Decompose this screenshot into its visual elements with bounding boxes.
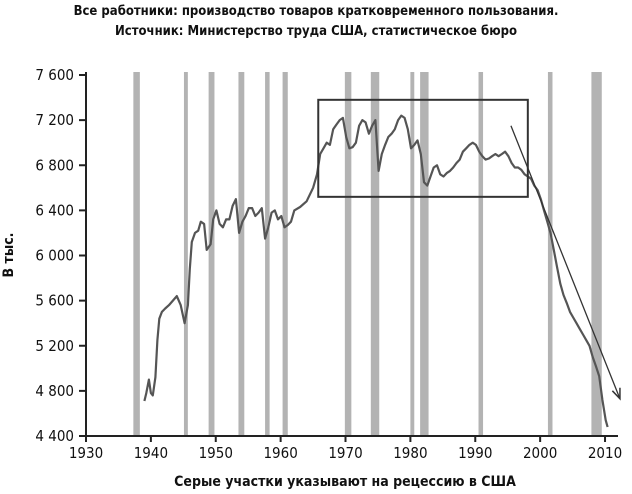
y-tick-label: 4 800 [35, 382, 74, 400]
y-tick-label: 5 600 [35, 292, 74, 310]
series-layer [143, 114, 609, 428]
recession-band [133, 72, 140, 436]
recession-band [370, 72, 380, 436]
recession-band [183, 72, 188, 436]
recession-band [238, 72, 245, 436]
x-axis-label: Серые участки указывают на рецессию в СШ… [174, 474, 516, 490]
trend-arrow-head [611, 387, 621, 401]
y-axis-label: В тыс. [1, 233, 17, 278]
chart-title: Все работники: производство товаров крат… [73, 4, 559, 19]
y-tick-label: 4 400 [35, 427, 74, 445]
x-tick-label: 1950 [199, 444, 233, 462]
x-tick-label: 1990 [458, 444, 492, 462]
y-tick-label: 6 400 [35, 201, 74, 219]
recession-band [410, 72, 415, 436]
highlight-box [317, 98, 529, 198]
recession-band [591, 72, 602, 436]
recession-band [265, 72, 270, 436]
x-tick-label: 1940 [134, 444, 168, 462]
trend-arrow [510, 125, 621, 400]
y-tick-label: 6 000 [35, 247, 74, 265]
x-tick-label: 1960 [263, 444, 297, 462]
chart-subtitle: Источник: Министерство труда США, статис… [115, 24, 517, 39]
recession-band [344, 72, 352, 436]
recession-band [208, 72, 215, 436]
x-tick-label: 1930 [69, 444, 103, 462]
y-tick-label: 6 800 [35, 156, 74, 174]
tick-labels: 4 400 4 800 5 200 5 600 6 000 6 400 6 800 7 200… [35, 66, 622, 462]
x-tick-label: 2010 [588, 444, 622, 462]
y-tick-label: 5 200 [35, 337, 74, 355]
recession-band [547, 72, 553, 436]
recession-band [478, 72, 484, 436]
x-tick-label: 2000 [523, 444, 557, 462]
x-tick-label: 1980 [393, 444, 427, 462]
recession-band [420, 72, 429, 436]
recession-bands [133, 72, 602, 436]
y-tick-label: 7 600 [35, 66, 74, 84]
series-line [143, 114, 609, 428]
chart-axes [79, 72, 618, 442]
annotation-layer [317, 98, 621, 401]
y-tick-label: 7 200 [35, 111, 74, 129]
recession-band [282, 72, 288, 436]
x-tick-label: 1970 [328, 444, 362, 462]
